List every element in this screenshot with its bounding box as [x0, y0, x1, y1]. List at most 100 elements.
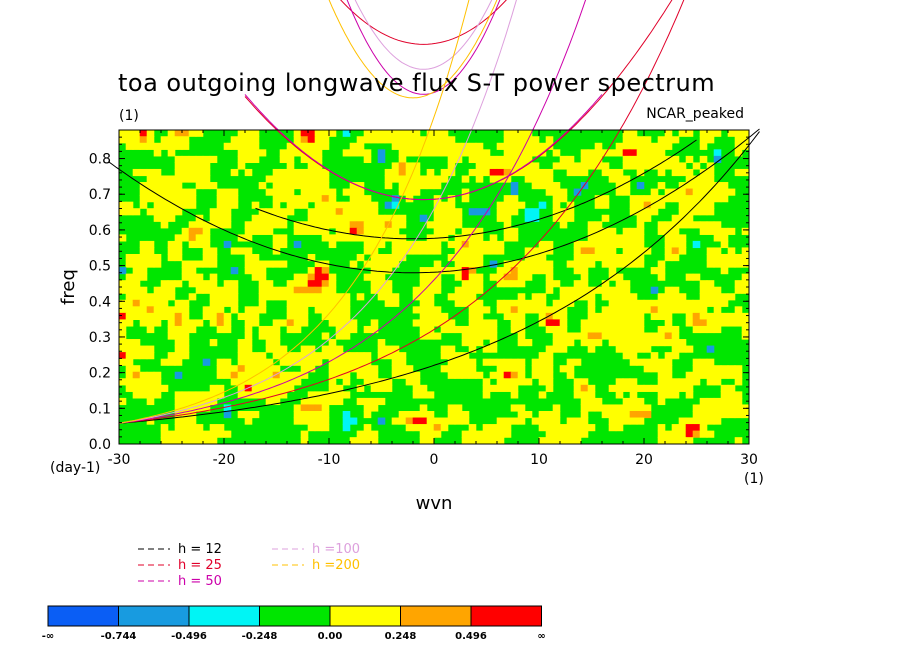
heatmap-cell	[328, 352, 337, 360]
heatmap-cell	[741, 168, 749, 177]
heatmap-cell	[573, 437, 582, 444]
heatmap-cell	[307, 391, 316, 399]
heatmap-cell	[615, 312, 624, 321]
heatmap-cell	[678, 240, 687, 249]
heatmap-cell	[475, 286, 484, 294]
heatmap-cell	[650, 384, 659, 392]
heatmap-cell	[342, 325, 351, 334]
heatmap-cell	[636, 247, 645, 255]
heatmap-cell	[244, 227, 253, 235]
heatmap-cell	[363, 260, 372, 268]
heatmap-cell	[412, 240, 421, 249]
legend-label: h = 12	[178, 542, 222, 557]
heatmap-cell	[132, 142, 141, 150]
heatmap-cell	[139, 306, 148, 314]
heatmap-cell	[251, 312, 260, 321]
heatmap-cell	[566, 437, 575, 444]
heatmap-cell	[139, 188, 148, 196]
heatmap-cell	[119, 136, 127, 144]
heatmap-cell	[580, 240, 589, 249]
heatmap-cell	[195, 240, 204, 249]
heatmap-cell	[636, 240, 645, 249]
heatmap-cell	[328, 319, 337, 327]
heatmap-cell	[258, 365, 267, 373]
heatmap-cell	[342, 410, 351, 419]
heatmap-cell	[685, 312, 694, 321]
heatmap-cell	[573, 168, 582, 177]
heatmap-cell	[160, 221, 169, 229]
heatmap-cell	[482, 378, 491, 386]
heatmap-cell	[601, 234, 610, 242]
heatmap-cell	[349, 208, 358, 216]
y-tick-label: 0.1	[89, 401, 111, 417]
heatmap-cell	[629, 378, 638, 386]
heatmap-cell	[636, 299, 645, 307]
colorbar-label: -∞	[42, 631, 54, 642]
heatmap-cell	[293, 195, 302, 203]
heatmap-cell	[629, 312, 638, 321]
heatmap-cell	[475, 339, 484, 347]
heatmap-cell	[314, 358, 323, 366]
heatmap-cell	[356, 201, 365, 209]
heatmap-cell	[510, 384, 519, 392]
heatmap-cell	[363, 136, 372, 144]
heatmap-cell	[524, 142, 533, 150]
heatmap-cell	[503, 221, 512, 229]
heatmap-cell	[335, 299, 344, 307]
heatmap-cell	[237, 312, 246, 321]
heatmap-cell	[307, 424, 316, 432]
heatmap-cell	[720, 410, 729, 419]
heatmap-cell	[279, 182, 288, 190]
heatmap-cell	[202, 391, 211, 399]
heatmap-cell	[202, 358, 211, 366]
heatmap-cell	[223, 214, 232, 222]
heatmap-cell	[300, 404, 309, 412]
heatmap-cell	[202, 221, 211, 229]
heatmap-cell	[300, 142, 309, 150]
heatmap-cell	[272, 378, 281, 386]
heatmap-cell	[538, 358, 547, 366]
heatmap-cell	[503, 384, 512, 392]
heatmap-cell	[160, 293, 169, 301]
heatmap-cell	[531, 214, 540, 222]
heatmap-cell	[391, 195, 400, 203]
heatmap-cell	[650, 352, 659, 360]
heatmap-cell	[363, 352, 372, 360]
heatmap-cell	[629, 332, 638, 340]
heatmap-cell	[237, 410, 246, 419]
heatmap-cell	[650, 358, 659, 366]
heatmap-cell	[223, 286, 232, 294]
heatmap-cell	[461, 188, 470, 196]
heatmap-cell	[713, 227, 722, 235]
heatmap-cell	[398, 410, 407, 419]
heatmap-cell	[573, 260, 582, 268]
heatmap-cell	[216, 188, 225, 196]
heatmap-cell	[419, 391, 428, 399]
heatmap-cell	[377, 253, 386, 262]
heatmap-cell	[230, 293, 239, 301]
heatmap-cell	[265, 365, 274, 373]
heatmap-cell	[125, 312, 134, 321]
heatmap-cell	[293, 168, 302, 177]
heatmap-cell	[552, 182, 561, 190]
heatmap-cell	[321, 136, 330, 144]
heatmap-cell	[580, 280, 589, 288]
heatmap-cell	[272, 240, 281, 249]
heatmap-cell	[636, 155, 645, 164]
heatmap-cell	[454, 352, 463, 360]
heatmap-cell	[251, 391, 260, 399]
heatmap-cell	[167, 142, 176, 150]
heatmap-cell	[426, 149, 435, 157]
heatmap-cell	[587, 227, 596, 235]
heatmap-cell	[468, 339, 477, 347]
heatmap-cell	[489, 345, 498, 353]
heatmap-cell	[419, 182, 428, 190]
heatmap-cell	[447, 214, 456, 222]
heatmap-cell	[244, 371, 253, 379]
heatmap-cell	[636, 142, 645, 150]
heatmap-cell	[685, 201, 694, 209]
heatmap-cell	[489, 240, 498, 249]
heatmap-cell	[258, 267, 267, 275]
heatmap-cell	[636, 136, 645, 144]
heatmap-cell	[440, 201, 449, 209]
